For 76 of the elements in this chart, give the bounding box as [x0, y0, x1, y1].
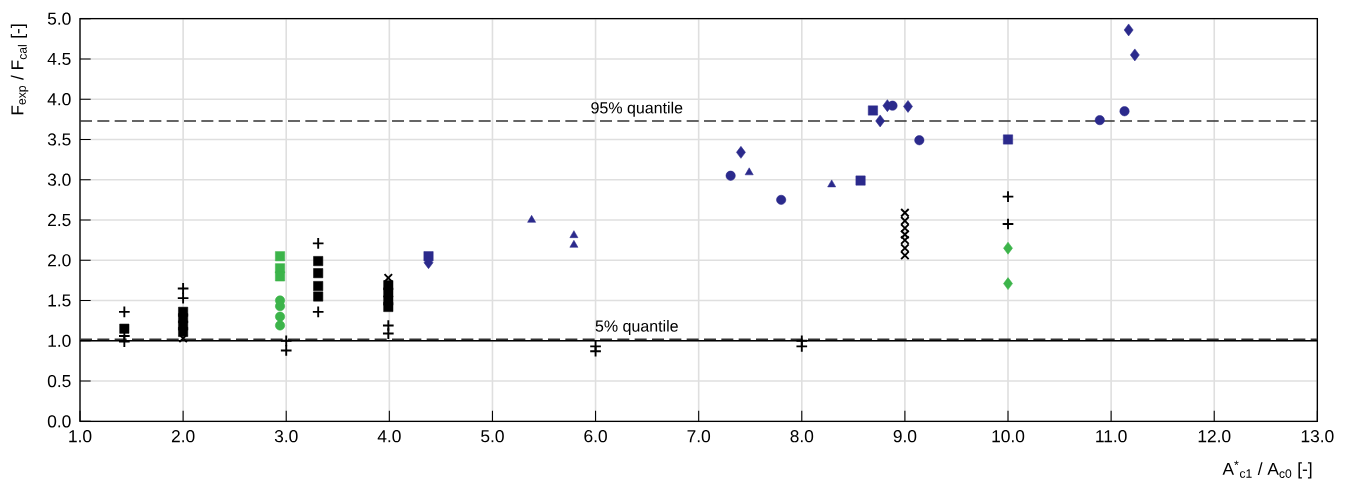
- point: [313, 268, 324, 279]
- point: [900, 208, 910, 218]
- point: [383, 302, 394, 312]
- point: [119, 323, 130, 334]
- y-tick-label: 3.0: [47, 173, 71, 186]
- point: [1119, 106, 1130, 117]
- point: [855, 175, 866, 186]
- x-tick-label: 12.0: [1198, 430, 1231, 443]
- point: [900, 250, 910, 261]
- point: [279, 344, 293, 357]
- point: [900, 229, 910, 240]
- point: [311, 237, 325, 250]
- point: [867, 105, 878, 116]
- point: [1003, 277, 1013, 290]
- y-axis-title: F$_{exp}$ / F$_{cal}$ [-]: [10, 24, 29, 115]
- point: [275, 311, 285, 322]
- point: [795, 340, 809, 353]
- ref-line-label: 95% quantile: [591, 101, 683, 117]
- point: [569, 240, 579, 248]
- x-tick-label: 10.0: [992, 430, 1025, 443]
- x-tick-label: 3.0: [274, 430, 298, 443]
- x-tick-label: 4.0: [377, 430, 401, 443]
- point: [176, 282, 190, 295]
- x-tick-label: 1.0: [69, 430, 92, 443]
- y-tick-label: 3.5: [47, 133, 71, 146]
- point: [279, 334, 293, 348]
- x-tick-label: 11.0: [1096, 430, 1127, 443]
- x-tick-label: 13.0: [1301, 430, 1334, 443]
- point: [1130, 48, 1140, 62]
- x-tick-label: 9.0: [893, 430, 917, 443]
- x-tick-label: 7.0: [687, 430, 711, 443]
- point: [725, 170, 736, 181]
- y-tick-label: 2.5: [48, 213, 71, 227]
- point: [1001, 190, 1015, 203]
- point: [275, 251, 285, 262]
- point: [903, 100, 913, 113]
- x-tick-label: 6.0: [584, 430, 607, 443]
- y-tick-label: 5.0: [47, 12, 71, 25]
- x-tick-label: 8.0: [790, 430, 814, 443]
- point: [776, 194, 787, 205]
- point: [275, 320, 285, 331]
- point: [275, 271, 285, 282]
- point: [1003, 241, 1013, 255]
- point: [176, 291, 190, 305]
- point: [900, 235, 910, 245]
- point: [569, 230, 579, 238]
- y-tick-label: 4.0: [47, 93, 71, 106]
- point: [313, 291, 324, 302]
- y-tick-label: 4.5: [47, 52, 71, 65]
- x-axis-title: A$^{*}$$_{c1}$ / A$_{c0}$ [-]: [1222, 460, 1312, 479]
- point: [1123, 23, 1134, 37]
- x-tick-label: 5.0: [481, 430, 504, 443]
- y-tick-label: 0.5: [47, 374, 71, 388]
- point: [1001, 217, 1015, 231]
- point: [527, 215, 536, 223]
- point: [736, 146, 746, 159]
- y-tick-label: 0.0: [47, 415, 71, 428]
- y-tick-label: 1.5: [48, 294, 71, 307]
- point: [900, 223, 910, 233]
- y-tick-label: 1.0: [48, 334, 71, 347]
- point: [744, 167, 754, 176]
- point: [875, 114, 885, 128]
- point: [1094, 115, 1105, 126]
- point: [311, 305, 325, 319]
- point: [827, 179, 836, 188]
- point: [914, 135, 925, 146]
- point: [1003, 134, 1013, 145]
- point: [313, 256, 324, 267]
- point: [313, 281, 324, 291]
- x-tick-label: 2.0: [171, 430, 195, 443]
- ref-line-label: 5% quantile: [595, 320, 678, 335]
- point: [900, 216, 910, 226]
- y-tick-label: 2.0: [48, 254, 71, 267]
- point: [900, 243, 910, 253]
- point: [118, 305, 131, 319]
- point: [382, 327, 395, 340]
